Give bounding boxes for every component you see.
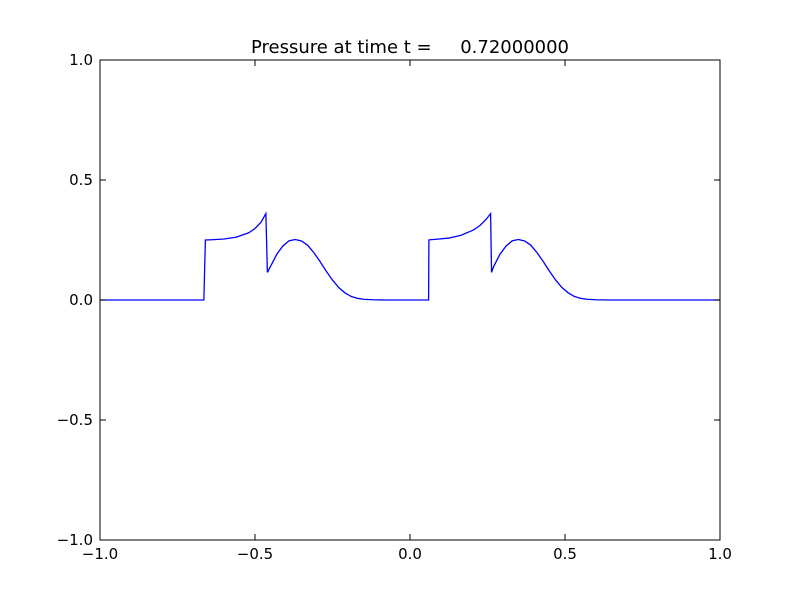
y-tick-label: 0.5 xyxy=(69,171,93,189)
plot-area: −1.0 −0.5 0.0 0.5 1.0 −1.0 −0.5 0.0 0.5 1.0 xyxy=(57,51,732,563)
x-tick-label: −1.0 xyxy=(82,545,118,563)
y-tick-label: −0.5 xyxy=(57,411,93,429)
chart-title: Pressure at time t = 0.72000000 xyxy=(251,37,569,58)
y-tick-label: −1.0 xyxy=(57,531,93,549)
y-tick-label: 1.0 xyxy=(69,51,93,69)
y-tick-label: 0.0 xyxy=(69,291,93,309)
x-tick-label: 0.5 xyxy=(553,545,577,563)
series-line-0 xyxy=(100,211,720,301)
x-tick-label: 0.0 xyxy=(398,545,422,563)
x-tick-label: −0.5 xyxy=(237,545,273,563)
x-tick-label: 1.0 xyxy=(708,545,732,563)
